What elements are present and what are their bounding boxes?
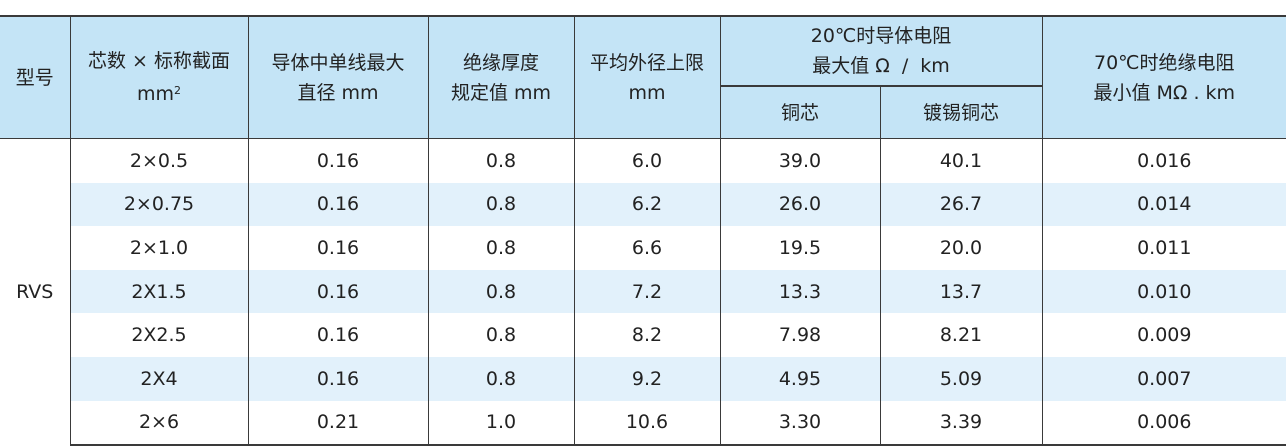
header-line: 导体中单线最大 — [271, 51, 405, 74]
model-cell: RVS — [0, 138, 71, 446]
header-line: 规定值 mm — [450, 81, 552, 104]
header-line: 绝缘厚度 — [462, 51, 539, 74]
table-row: 2X2.5 0.16 0.8 8.2 7.98 8.21 0.009 — [0, 313, 1286, 357]
header-cell: 镀锡铜芯 — [879, 85, 1043, 139]
table-cell: 26.0 — [719, 182, 881, 227]
table-row: 2×1.0 0.16 0.8 6.6 19.5 20.0 0.011 — [0, 226, 1286, 270]
table-header: 型号 芯数 × 标称截面 mm2 导体中单线最大 直径 mm 绝缘厚度 规定值 mm … — [0, 15, 1286, 139]
table-cell: 6.0 — [573, 138, 721, 183]
table-cell: 2X4 — [69, 356, 249, 401]
spec-table: 型号 芯数 × 标称截面 mm2 导体中单线最大 直径 mm 绝缘厚度 规定值 mm … — [0, 15, 1286, 447]
table-cell: 2X2.5 — [69, 313, 249, 357]
header-line: 20℃时导体电阻 — [810, 25, 952, 47]
table-cell: 0.8 — [427, 313, 575, 357]
table-cell: 13.3 — [719, 269, 881, 314]
table-row: 2X1.5 0.16 0.8 7.2 13.3 13.7 0.010 — [0, 269, 1286, 314]
table-cell: 20.0 — [879, 226, 1043, 270]
table-cell: 0.16 — [247, 226, 429, 270]
table-cell: 0.16 — [247, 269, 429, 314]
header-cell: 型号 — [0, 15, 71, 139]
table-cell: 8.21 — [879, 313, 1043, 357]
table-cell: 5.09 — [879, 356, 1043, 401]
table-cell: 40.1 — [879, 138, 1043, 183]
table-cell: 0.16 — [247, 182, 429, 227]
table-row: RVS 2×0.5 0.16 0.8 6.0 39.0 40.1 0.016 — [0, 138, 1286, 446]
table-cell: 0.16 — [247, 356, 429, 401]
table-cell: 0.8 — [427, 226, 575, 270]
header-line: 平均外径上限 — [589, 51, 704, 74]
table-cell: 0.009 — [1041, 313, 1286, 357]
table-cell: 7.98 — [719, 313, 881, 357]
unit: mm — [136, 83, 175, 105]
table-cell: 0.011 — [1041, 226, 1286, 270]
table-cell: 7.2 — [573, 269, 721, 314]
table-cell: 6.2 — [573, 182, 721, 227]
table-cell: 3.30 — [719, 400, 881, 447]
table-row: 2X4 0.16 0.8 9.2 4.95 5.09 0.007 — [0, 356, 1286, 401]
superscript: 2 — [174, 84, 182, 97]
table-cell: 0.21 — [247, 400, 429, 447]
table-cell: 0.8 — [427, 356, 575, 401]
header-line: 最小值 MΩ . km — [1093, 81, 1236, 104]
header-line: mm — [628, 81, 666, 104]
table-cell: 0.16 — [247, 138, 429, 183]
table-cell: 0.007 — [1041, 356, 1286, 401]
table-row: 2×6 0.21 1.0 10.6 3.30 3.39 0.006 — [0, 400, 1286, 447]
header-line: mm2 — [71, 76, 248, 109]
header-cell: 20℃时导体电阻 最大值 Ω / km — [719, 15, 1043, 87]
table-cell: 0.8 — [427, 138, 575, 183]
table-cell: 0.014 — [1041, 182, 1286, 227]
table-cell: 0.16 — [247, 313, 429, 357]
table-row: 2×0.75 0.16 0.8 6.2 26.0 26.7 0.014 — [0, 182, 1286, 227]
table-cell: 3.39 — [879, 400, 1043, 447]
header-cell: 绝缘厚度规定值 mm — [427, 15, 575, 139]
header-cell: 平均外径上限 mm — [573, 15, 721, 139]
table-cell: 8.2 — [573, 313, 721, 357]
header-line: 最大值 Ω / km — [812, 55, 950, 77]
table-cell: 0.006 — [1041, 400, 1286, 447]
table-cell: 6.6 — [573, 226, 721, 270]
header-cell: 导体中单线最大 直径 mm — [247, 15, 429, 139]
table-cell: 9.2 — [573, 356, 721, 401]
header-cell: 铜芯 — [720, 85, 881, 139]
table-cell: 26.7 — [879, 182, 1043, 227]
table-cell: 0.8 — [427, 182, 575, 227]
table-cell: 19.5 — [719, 226, 881, 270]
header-line: 70℃时绝缘电阻 — [1094, 51, 1235, 74]
table-cell: 2×6 — [69, 400, 249, 447]
table-cell: 4.95 — [719, 356, 881, 401]
header-cell: 70℃时绝缘电阻 最小值 MΩ . km — [1041, 15, 1286, 139]
table-cell: 2X1.5 — [69, 269, 249, 314]
table-cell: 0.8 — [427, 269, 575, 314]
table-cell: 2×0.75 — [69, 182, 249, 227]
table-cell: 1.0 — [427, 400, 575, 447]
table-cell: 0.016 — [1041, 138, 1286, 183]
table-cell: 2×0.5 — [69, 138, 249, 183]
table-cell: 39.0 — [719, 138, 881, 183]
header-cell: 芯数 × 标称截面 mm2 — [69, 15, 249, 139]
table-cell: 0.010 — [1041, 269, 1286, 314]
table-cell: 10.6 — [573, 400, 721, 447]
header-line: 直径 mm — [297, 81, 379, 104]
header-line: 芯数 × 标称截面 — [88, 50, 230, 72]
table-cell: 2×1.0 — [69, 226, 249, 270]
table-body: RVS 2×0.5 0.16 0.8 6.0 39.0 40.1 0.016 2×0.75 0.1… — [0, 138, 1286, 447]
table-cell: 13.7 — [879, 269, 1043, 314]
